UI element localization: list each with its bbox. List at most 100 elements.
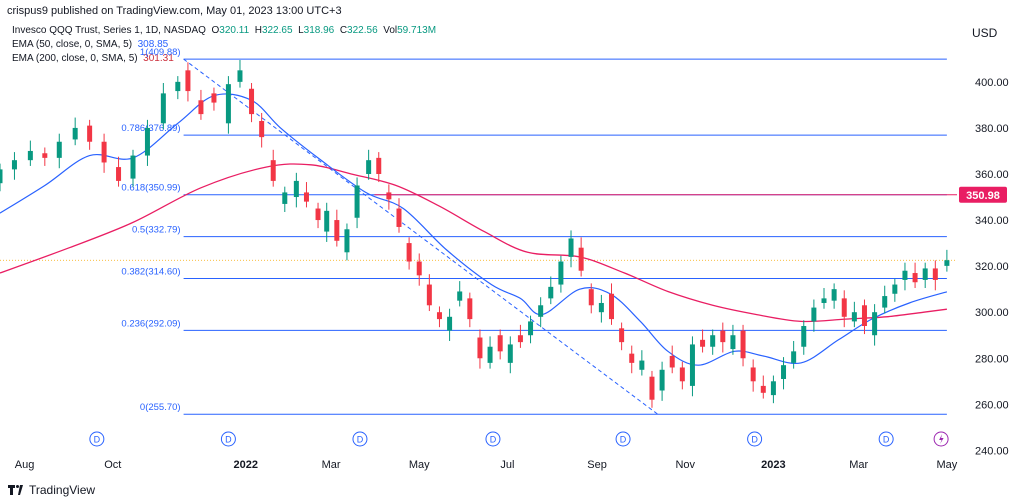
volume-value: 59.713M	[397, 25, 437, 36]
price-tag-label: 350.98	[966, 190, 1000, 202]
candle-body	[831, 289, 837, 301]
dividend-marker-label: D	[751, 435, 758, 445]
ema200-legend[interactable]: EMA (200, close, 0, SMA, 5) 301.31	[12, 52, 436, 66]
legend: Invesco QQQ Trust, Series 1, 1D, NASDAQ …	[12, 24, 436, 66]
footer-brand-name: TradingView	[29, 483, 96, 497]
candle-body	[700, 339, 706, 347]
candle-body	[608, 293, 614, 320]
candle-body	[639, 360, 645, 370]
x-axis[interactable]: Aug Oct 2022 Mar May Jul Sep Nov 2023 Mar May	[15, 459, 958, 471]
candle-body	[882, 296, 888, 308]
ema50-value: 308.85	[137, 39, 169, 50]
candle-body	[303, 192, 309, 202]
ema50-legend[interactable]: EMA (50, close, 0, SMA, 5) 308.85	[12, 38, 436, 52]
candle-body	[315, 208, 321, 221]
dividend-marker-label: D	[883, 435, 890, 445]
candle-body	[740, 330, 746, 359]
horizontal-line[interactable]: 350.98	[374, 186, 1007, 203]
candle-body	[87, 125, 93, 142]
open-value: 320.11	[219, 25, 250, 36]
candle-body	[750, 367, 756, 382]
dividend-marker-icon	[747, 431, 763, 447]
dividend-marker-icon	[878, 431, 894, 447]
candle-body	[366, 160, 372, 174]
candle-body	[669, 355, 675, 368]
candle-body	[548, 286, 554, 299]
dividend-marker-icon	[615, 431, 631, 447]
candle-body	[538, 305, 544, 317]
candle-body	[659, 369, 665, 391]
candle-body	[144, 127, 150, 156]
footer-brand[interactable]: TradingView	[8, 483, 95, 497]
fib-level-label: 0.618(350.99)	[121, 183, 180, 194]
x-tick-label: Mar	[849, 459, 868, 471]
candle-body	[249, 88, 255, 115]
low-label: L	[298, 25, 304, 36]
candle-body	[497, 335, 503, 352]
candle-body	[447, 316, 453, 331]
candle-body	[185, 70, 191, 92]
candle-body	[56, 141, 62, 158]
candle-body	[781, 365, 787, 379]
y-tick-label: 360.00	[975, 169, 1009, 181]
candle-body	[944, 260, 950, 266]
candle-body	[101, 141, 107, 163]
dividend-marker-icon	[89, 431, 105, 447]
candle-body	[396, 208, 402, 227]
y-tick-label: 380.00	[975, 123, 1009, 135]
candle-body	[467, 298, 473, 320]
candle-body	[598, 302, 604, 313]
candle-body	[487, 346, 493, 363]
dividend-marker-label: D	[94, 435, 101, 445]
candle-body	[406, 243, 412, 262]
fib-retracement[interactable]: 1(409.88) 0.786(376.89) 0.618(350.99) 0.5(3…	[0, 47, 957, 415]
candle-body	[720, 330, 726, 343]
dividend-marker-icon	[220, 431, 236, 447]
candle-body	[72, 127, 78, 140]
candle-body	[932, 268, 938, 280]
y-tick-label: 320.00	[975, 261, 1009, 273]
x-tick-label: Aug	[15, 459, 35, 471]
candle-body	[324, 210, 330, 232]
dividend-marker-icon	[485, 431, 501, 447]
fib-level-label: 0.382(314.60)	[121, 267, 180, 278]
candle-body	[507, 344, 513, 363]
candle-body	[801, 326, 807, 347]
ema200-path	[0, 163, 947, 323]
candle-body	[477, 337, 483, 359]
candle-body	[198, 100, 204, 115]
volume-label: Vol	[383, 25, 398, 36]
dividend-marker-icon	[352, 431, 368, 447]
close-value: 322.56	[347, 25, 378, 36]
candle-body	[426, 284, 432, 306]
ema50-label: EMA (50, close, 0, SMA, 5)	[12, 39, 133, 50]
candle-body	[27, 150, 33, 161]
candle-body	[861, 305, 867, 327]
high-value: 322.65	[261, 25, 293, 36]
candle-body	[872, 312, 878, 336]
candle-body	[225, 84, 231, 124]
candle-body	[649, 376, 655, 400]
y-tick-label: 240.00	[975, 445, 1009, 457]
candle-body	[376, 157, 382, 174]
y-tick-label: 300.00	[975, 307, 1009, 319]
high-label: H	[254, 25, 262, 36]
ema200-label: EMA (200, close, 0, SMA, 5)	[12, 53, 138, 64]
fib-trend-line	[183, 58, 659, 415]
y-tick-label: 340.00	[975, 215, 1009, 227]
candle-body	[578, 247, 584, 271]
price-tag-box	[959, 186, 1007, 203]
dividend-marker-label: D	[490, 435, 497, 445]
lightning-glyph	[939, 434, 944, 444]
tradingview-logo-icon	[8, 485, 24, 495]
low-value: 318.96	[303, 25, 335, 36]
candle-body	[160, 93, 166, 124]
y-axis[interactable]: 240.00 260.00 280.00 300.00 320.00 340.00 360.…	[975, 77, 1009, 458]
candle-body	[841, 298, 847, 317]
y-tick-label: 400.00	[975, 77, 1009, 89]
symbol-name[interactable]: Invesco QQQ Trust, Series 1, 1D, NASDAQ	[12, 25, 206, 36]
candle-body	[334, 220, 340, 241]
candle-body	[282, 192, 288, 204]
fib-level-label: 0.5(332.79)	[132, 225, 181, 236]
